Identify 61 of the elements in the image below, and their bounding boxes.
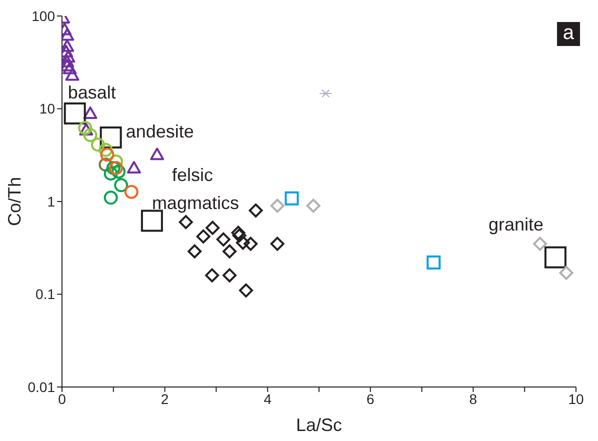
point [126,160,141,174]
point [284,191,299,206]
point [426,255,441,270]
y-tick-label: 1 [47,193,56,210]
x-tick-label: 6 [366,390,374,407]
point [100,126,122,148]
x-tick-label: 4 [264,390,272,407]
annotation: granite [488,214,544,234]
point [188,244,202,258]
point [306,198,320,213]
point [206,220,220,235]
point [150,148,164,160]
point [106,160,120,175]
y-tick-label: 0.01 [28,378,56,395]
point [104,190,118,205]
x-tick-label: 2 [160,390,169,407]
annotation: basalt [68,82,116,102]
point [90,138,105,152]
y-tick-label: 100 [32,8,56,24]
point [222,268,237,282]
point [83,106,98,119]
annotation: a [556,22,580,46]
point [270,198,284,213]
annotation: felsic magmatics [152,164,239,213]
point [232,228,246,242]
point [98,142,113,157]
point [98,158,113,172]
x-tick-label: 0 [58,390,66,407]
point [108,154,123,168]
point [244,236,258,251]
point [544,246,566,268]
point [222,244,237,258]
point [83,128,98,142]
point [114,178,128,192]
y-tick-label: 10 [39,100,56,117]
x-axis-title: La/Sc [296,415,342,435]
point [270,236,284,251]
point [239,283,254,298]
point [62,62,77,74]
point [196,229,210,244]
y-tick-label: 0.1 [36,286,56,302]
point [124,184,138,199]
point [205,268,220,282]
point [112,164,126,179]
point [65,68,80,81]
point [248,203,263,218]
point [559,266,574,280]
point [62,39,74,52]
annotation: andesite [126,121,194,142]
point [62,28,74,41]
point [236,236,250,250]
point [64,102,86,124]
point [533,236,548,251]
point [104,166,118,181]
point [100,148,114,162]
x-tick-label: 8 [469,390,478,407]
point [231,226,246,240]
point [178,215,193,230]
x-tick-label: 10 [568,390,584,407]
point [108,160,123,175]
point [216,232,230,246]
